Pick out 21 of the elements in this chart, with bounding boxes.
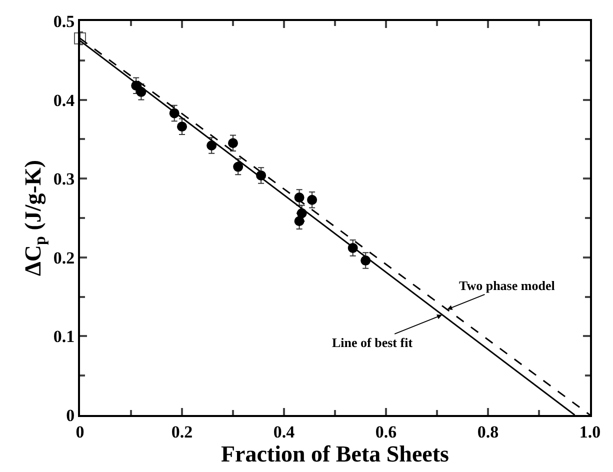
- point: [206, 140, 217, 150]
- annotation: Line of best fit: [332, 335, 414, 350]
- x-tick-label: 1.0: [579, 422, 601, 442]
- x-tick-label: 0.4: [273, 422, 296, 442]
- y-tick-label: 0.3: [53, 170, 75, 189]
- x-tick-label: 0.6: [375, 422, 397, 442]
- y-tick-label: 0.2: [53, 248, 75, 268]
- point: [307, 194, 318, 205]
- y-tick-label: 0: [66, 406, 75, 425]
- point: [74, 32, 86, 44]
- point: [228, 138, 238, 148]
- y-tick-label: 0.1: [53, 327, 75, 346]
- point: [177, 122, 187, 132]
- x-axis-title: Fraction of Beta Sheets: [220, 441, 450, 466]
- x-tick-label: 0.8: [477, 422, 499, 442]
- annotation: Two phase model: [459, 278, 556, 293]
- point: [294, 216, 304, 226]
- point: [233, 162, 244, 172]
- x-tick-label: 0.2: [171, 422, 193, 442]
- y-tick-label: 0.4: [53, 90, 76, 110]
- y-tick-label: 0.5: [53, 12, 75, 31]
